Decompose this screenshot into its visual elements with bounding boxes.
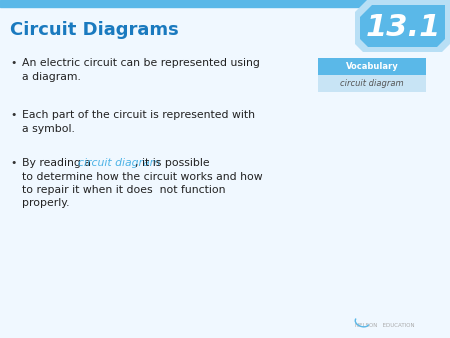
Bar [318, 75, 426, 92]
Text: Circuit Diagrams: Circuit Diagrams [10, 21, 179, 39]
Text: NELSON   EDUCATION: NELSON EDUCATION [355, 323, 415, 328]
Polygon shape [360, 5, 445, 47]
Text: 13.1: 13.1 [366, 14, 441, 43]
Text: •: • [10, 58, 16, 68]
Text: a diagram.: a diagram. [22, 72, 81, 81]
Text: •: • [10, 110, 16, 120]
Bar [0, 0, 450, 7]
Text: An electric circuit can be represented using: An electric circuit can be represented u… [22, 58, 260, 68]
Text: to determine how the circuit works and how: to determine how the circuit works and h… [22, 171, 263, 182]
Bar [318, 58, 426, 75]
Text: Vocabulary: Vocabulary [346, 62, 398, 71]
Polygon shape [355, 0, 450, 52]
Text: , it is possible: , it is possible [135, 158, 210, 168]
Text: a symbol.: a symbol. [22, 123, 75, 134]
Text: •: • [10, 158, 16, 168]
Text: By reading a: By reading a [22, 158, 94, 168]
Text: circuit diagram: circuit diagram [340, 79, 404, 88]
Text: circuit diagram: circuit diagram [78, 158, 160, 168]
Text: to repair it when it does  not function: to repair it when it does not function [22, 185, 225, 195]
Text: properly.: properly. [22, 198, 69, 209]
Text: Each part of the circuit is represented with: Each part of the circuit is represented … [22, 110, 255, 120]
